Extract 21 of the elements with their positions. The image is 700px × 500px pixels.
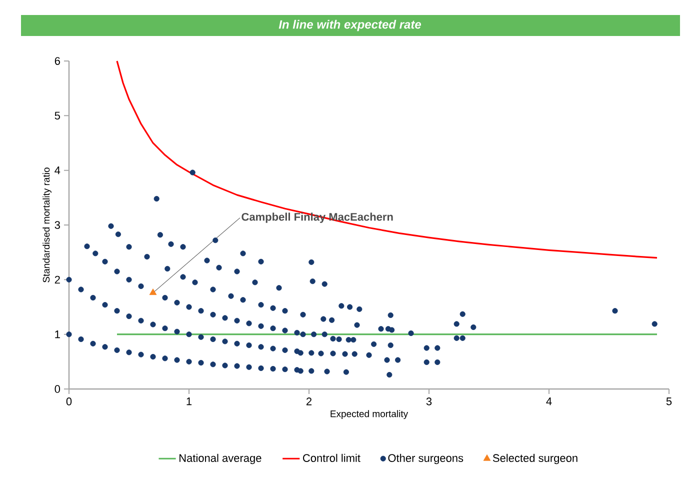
y-tick-label: 1 <box>55 330 60 338</box>
legend-label: Control limit <box>303 454 360 462</box>
x-tick-label: 1 <box>186 398 192 406</box>
legend-label: Other surgeons <box>388 454 464 464</box>
chart-title: In line with expected rate <box>278 20 422 32</box>
y-tick-label: 4 <box>54 166 60 174</box>
annotation: Campbell Finlay MacEachern <box>242 212 393 223</box>
x-tick-label: 0 <box>66 398 72 406</box>
x-tick-label: 3 <box>426 398 432 406</box>
x-tick-label: 2 <box>306 398 312 406</box>
y-tick-label: 5 <box>54 112 60 120</box>
y-tick-label: 2 <box>54 276 60 284</box>
legend-label: National average <box>180 454 262 464</box>
x-tick-label: 5 <box>666 398 672 406</box>
x-tick-label: 4 <box>546 398 552 406</box>
y-tick-label: 6 <box>54 57 60 65</box>
x-axis-title: Expected mortality <box>330 410 408 420</box>
y-tick-label: 0 <box>54 385 60 393</box>
y-axis-title: Standardised mortality ratio <box>42 168 52 282</box>
legend-label: Selected surgeon <box>492 454 578 464</box>
y-tick-label: 3 <box>54 221 60 229</box>
